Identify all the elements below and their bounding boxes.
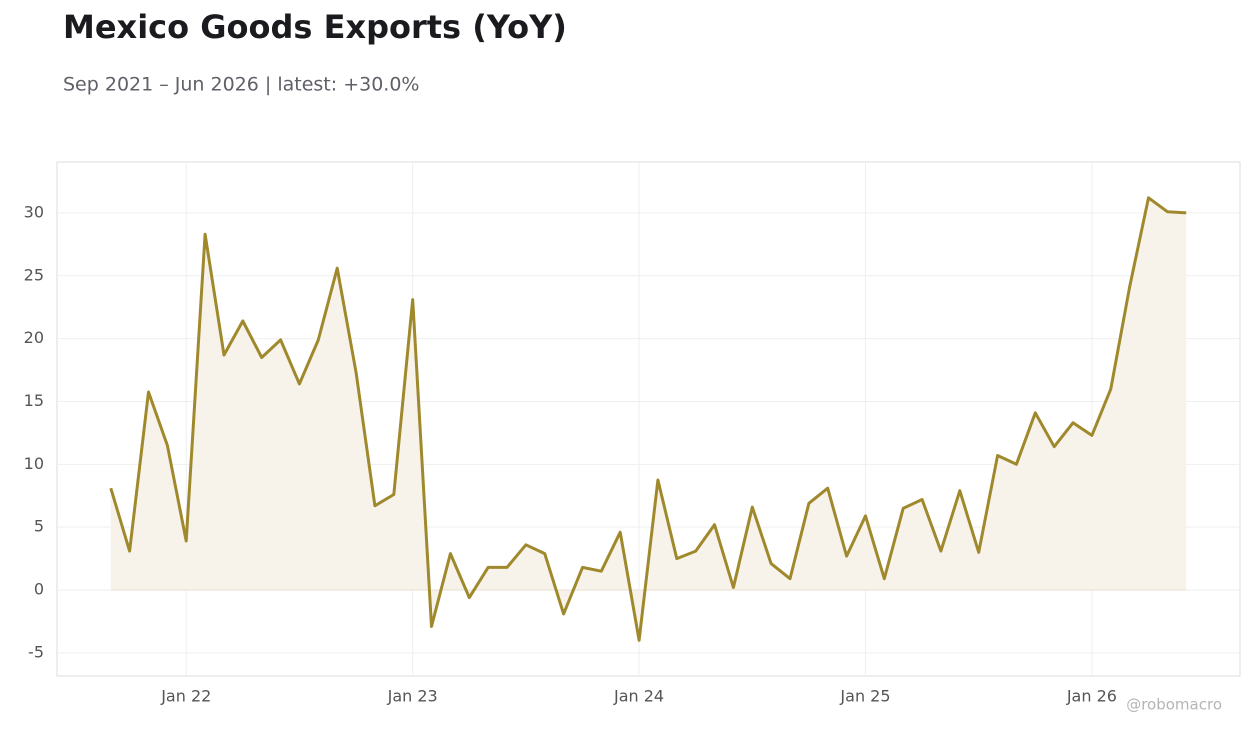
x-tick-label: Jan 23: [387, 687, 438, 706]
y-tick-label: 5: [34, 517, 44, 536]
y-tick-label: -5: [28, 642, 44, 661]
y-tick-label: 0: [34, 580, 44, 599]
plot-frame: [56, 161, 1241, 677]
watermark: @robomacro: [1126, 696, 1222, 714]
y-tick-label: 10: [24, 454, 44, 473]
y-tick-label: 20: [24, 328, 44, 347]
x-tick-label: Jan 25: [839, 687, 890, 706]
chart-subtitle: Sep 2021 – Jun 2026 | latest: +30.0%: [63, 74, 419, 96]
line: [109, 196, 1187, 642]
y-tick-label: 15: [24, 391, 44, 410]
x-tick-label: Jan 26: [1066, 687, 1117, 706]
x-tick-label: Jan 22: [160, 687, 211, 706]
y-tick-label: 30: [24, 202, 44, 221]
x-tick-label: Jan 24: [613, 687, 664, 706]
chart-title: Mexico Goods Exports (YoY): [63, 8, 567, 46]
area: [110, 197, 1187, 641]
y-tick-label: 25: [24, 265, 44, 284]
